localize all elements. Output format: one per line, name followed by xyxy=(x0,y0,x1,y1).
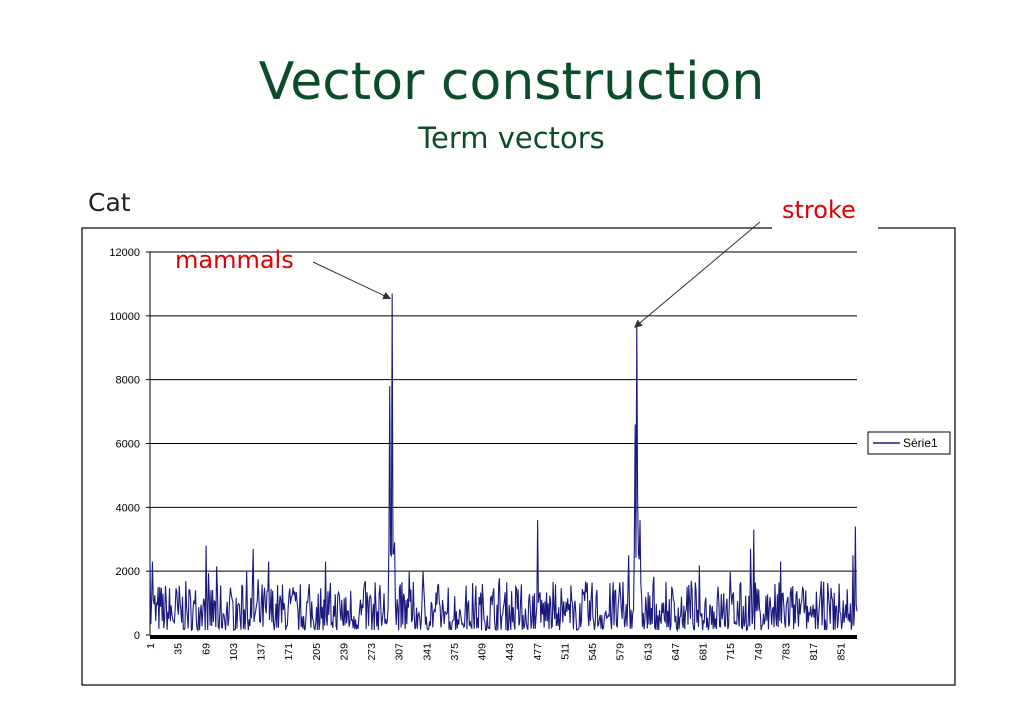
legend: Série1 xyxy=(867,431,951,455)
ytick-label: 4000 xyxy=(116,502,140,514)
xtick-label: 171 xyxy=(283,643,295,661)
xtick-label: 579 xyxy=(615,643,627,661)
xtick-label: 613 xyxy=(642,643,654,661)
ytick-label: 0 xyxy=(134,630,140,642)
slide-subtitle: Term vectors xyxy=(418,121,605,155)
series-line xyxy=(149,293,858,633)
xtick-label: 341 xyxy=(421,643,433,661)
ytick-label: 10000 xyxy=(109,311,140,323)
xtick-label: 69 xyxy=(200,643,212,655)
annotation-arrow xyxy=(634,221,761,328)
xtick-label: 307 xyxy=(394,643,406,661)
xtick-label: 477 xyxy=(532,643,544,661)
xtick-label: 545 xyxy=(587,643,599,661)
xtick-label: 375 xyxy=(449,643,461,661)
axis-layer: 0 2000 4000 6000 8000 10000 12000 1 35 69 103 137 17… xyxy=(109,247,857,661)
xtick-label: 35 xyxy=(173,643,185,655)
legend-box xyxy=(867,431,951,455)
xtick-label: 783 xyxy=(780,643,792,661)
xtick-label: 205 xyxy=(311,643,323,661)
xtick-label: 443 xyxy=(504,643,516,661)
series-layer xyxy=(149,293,858,633)
annotation-label: mammals xyxy=(175,246,294,274)
xtick-label: 851 xyxy=(836,643,848,661)
xtick-label: 817 xyxy=(808,643,820,661)
xtick-label: 511 xyxy=(559,643,571,660)
ytick-label: 8000 xyxy=(116,375,140,387)
xtick-label: 137 xyxy=(256,643,268,661)
legend-entry: Série1 xyxy=(903,436,938,450)
xtick-label: 647 xyxy=(670,643,682,661)
ytick-label: 2000 xyxy=(116,566,140,578)
xtick-label: 103 xyxy=(228,643,240,661)
annotation-arrow xyxy=(312,261,392,300)
ytick-label: 6000 xyxy=(116,439,140,451)
annotation-bg xyxy=(772,196,878,230)
xtick-label: 1 xyxy=(145,643,157,649)
annotation-label: stroke xyxy=(782,196,856,224)
xtick-label: 749 xyxy=(753,643,765,661)
side-label: Cat xyxy=(88,188,131,217)
x-axis xyxy=(150,635,857,639)
xtick-label: 409 xyxy=(477,643,489,661)
annotation-layer: mammals stroke xyxy=(175,196,878,328)
xtick-label: 273 xyxy=(366,643,378,661)
xtick-label: 715 xyxy=(725,643,737,661)
xtick-label: 239 xyxy=(338,643,350,661)
xtick-label: 681 xyxy=(698,643,710,661)
ytick-label: 12000 xyxy=(109,247,140,259)
slide-title: Vector construction xyxy=(258,52,765,112)
